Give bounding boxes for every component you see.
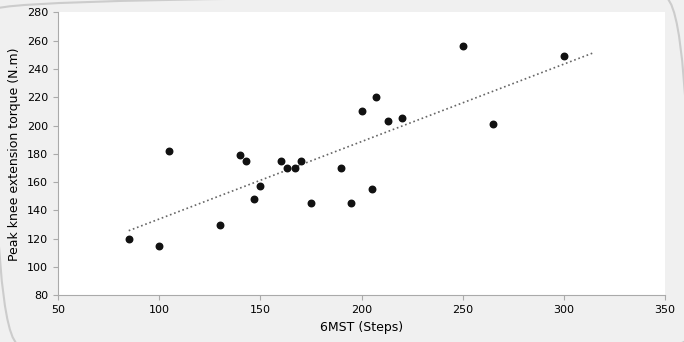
Point [241,158,252,164]
Point [289,165,300,171]
Point [306,201,317,206]
Point [295,158,306,164]
Y-axis label: Peak knee extension torque (N.m): Peak knee extension torque (N.m) [8,47,21,261]
Point [488,121,499,127]
Point [558,53,569,59]
Point [249,196,260,202]
Point [336,165,347,171]
Point [255,184,266,189]
Point [356,109,367,114]
Point [370,94,381,100]
Point [458,43,469,49]
Point [235,153,246,158]
Point [154,243,165,249]
Point [123,236,134,241]
Point [366,186,377,192]
Point [397,116,408,121]
Point [163,148,174,154]
Point [275,158,286,164]
X-axis label: 6MST (Steps): 6MST (Steps) [320,321,403,334]
Point [346,201,357,206]
Point [382,119,393,124]
Point [281,165,292,171]
Point [214,222,225,227]
